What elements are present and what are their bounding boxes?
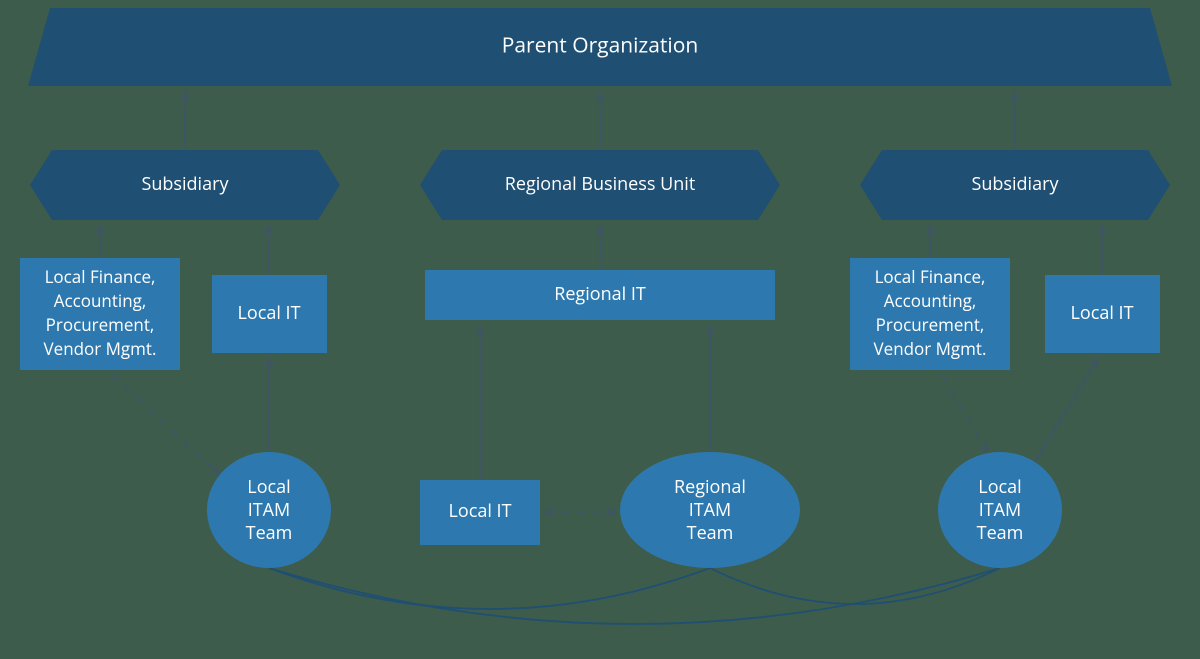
nodes: Parent Organization Subsidiary Regional Bu… xyxy=(20,8,1172,568)
label-fin1: Local Finance,Accounting,Procurement,Ven… xyxy=(44,265,157,360)
node-sub2: Subsidiary xyxy=(860,150,1170,220)
label-regit: Regional IT xyxy=(554,282,646,306)
node-localit2: Local IT xyxy=(1045,275,1160,353)
node-sub1: Subsidiary xyxy=(30,150,340,220)
edge-fin2-itam2 xyxy=(942,375,988,453)
label-itam2: LocalITAMTeam xyxy=(977,475,1024,545)
node-localit1: Local IT xyxy=(212,275,327,353)
label-itam1: LocalITAMTeam xyxy=(246,475,293,545)
label-sub1: Subsidiary xyxy=(142,172,230,196)
node-itam2: LocalITAMTeam xyxy=(938,452,1062,568)
node-itam_reg: RegionalITAMTeam xyxy=(620,452,800,568)
edge-fin1-itam1 xyxy=(112,375,220,475)
label-localit2: Local IT xyxy=(1070,301,1133,325)
node-fin2: Local Finance,Accounting,Procurement,Ven… xyxy=(850,258,1010,370)
label-localit_c: Local IT xyxy=(448,499,511,523)
node-parent: Parent Organization xyxy=(28,8,1172,86)
label-rbu: Regional Business Unit xyxy=(505,172,696,196)
node-localit_c: Local IT xyxy=(420,480,540,545)
edge-itam2-localit2 xyxy=(1035,358,1098,462)
org-diagram: Parent Organization Subsidiary Regional Bu… xyxy=(0,0,1200,659)
node-regit: Regional IT xyxy=(425,270,775,320)
label-fin2: Local Finance,Accounting,Procurement,Ven… xyxy=(874,265,987,360)
label-localit1: Local IT xyxy=(237,301,300,325)
edge-itam1-itam2 xyxy=(269,568,1000,624)
edge-itam1-itam_reg xyxy=(269,568,710,609)
node-itam1: LocalITAMTeam xyxy=(207,452,331,568)
label-sub2: Subsidiary xyxy=(972,172,1060,196)
edge-itam_reg-itam2 xyxy=(710,568,1000,604)
label-parent: Parent Organization xyxy=(502,32,698,60)
node-fin1: Local Finance,Accounting,Procurement,Ven… xyxy=(20,258,180,370)
node-rbu: Regional Business Unit xyxy=(420,150,780,220)
